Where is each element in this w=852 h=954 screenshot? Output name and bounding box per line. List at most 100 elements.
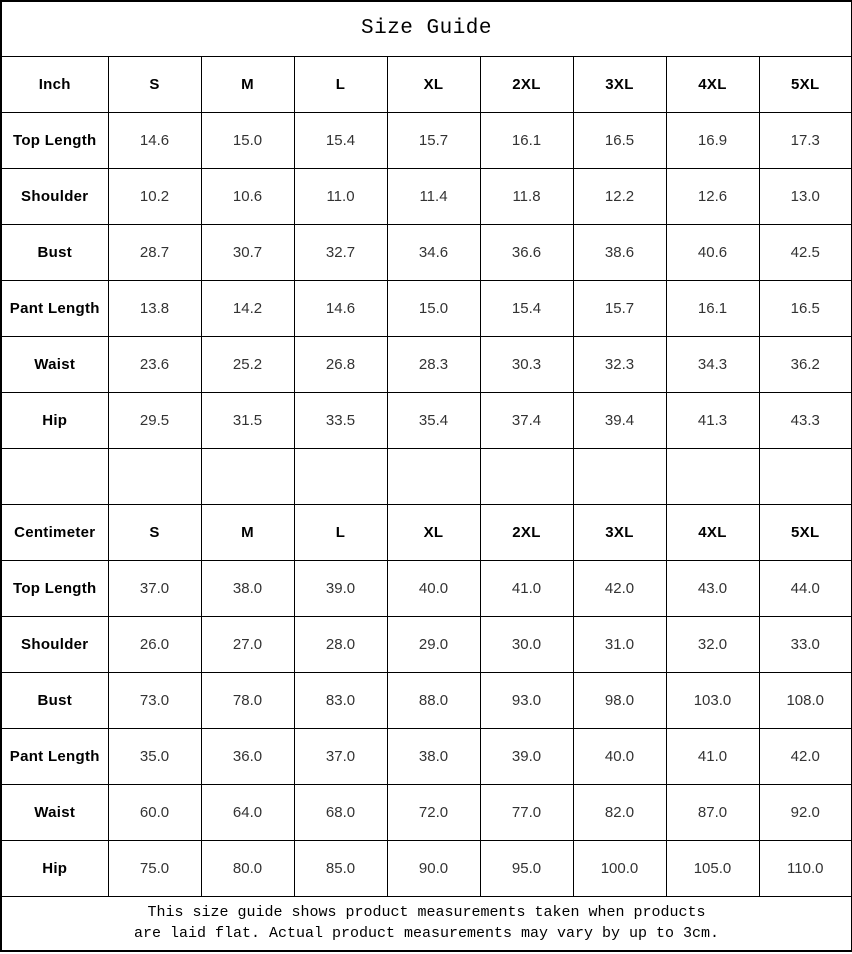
- row-label: Bust: [0, 671, 109, 729]
- measurement-value: 35.4: [386, 391, 481, 449]
- measurement-value: 100.0: [572, 839, 667, 897]
- size-column-header: M: [200, 55, 295, 113]
- measurement-value: 77.0: [479, 783, 574, 841]
- measurement-value: 105.0: [665, 839, 760, 897]
- measurement-value: 36.0: [200, 727, 295, 785]
- measurement-value: 29.0: [386, 615, 481, 673]
- measurement-value: 17.3: [758, 111, 852, 169]
- measurement-value: 36.6: [479, 223, 574, 281]
- measurement-value: 26.8: [293, 335, 388, 393]
- measurement-value: 40.0: [386, 559, 481, 617]
- empty-cell: [0, 447, 109, 505]
- measurement-value: 72.0: [386, 783, 481, 841]
- measurement-value: 85.0: [293, 839, 388, 897]
- measurement-value: 103.0: [665, 671, 760, 729]
- measurement-value: 39.0: [293, 559, 388, 617]
- measurement-value: 80.0: [200, 839, 295, 897]
- measurement-value: 11.0: [293, 167, 388, 225]
- measurement-value: 13.0: [758, 167, 852, 225]
- empty-cell: [758, 447, 852, 505]
- table-row: Inch S M L XL 2XL 3XL 4XL 5XL: [0, 55, 852, 113]
- measurement-value: 15.7: [386, 111, 481, 169]
- measurement-value: 78.0: [200, 671, 295, 729]
- measurement-value: 32.0: [665, 615, 760, 673]
- size-column-header: 4XL: [665, 55, 760, 113]
- row-label: Hip: [0, 839, 109, 897]
- title-row: Size Guide: [0, 0, 852, 57]
- measurement-value: 92.0: [758, 783, 852, 841]
- measurement-value: 38.0: [200, 559, 295, 617]
- measurement-value: 43.3: [758, 391, 852, 449]
- size-column-header: 4XL: [665, 503, 760, 561]
- measurement-value: 28.7: [107, 223, 202, 281]
- measurement-value: 95.0: [479, 839, 574, 897]
- measurement-value: 43.0: [665, 559, 760, 617]
- table-row: Centimeter S M L XL 2XL 3XL 4XL 5XL: [0, 503, 852, 561]
- measurement-value: 31.5: [200, 391, 295, 449]
- measurement-value: 39.4: [572, 391, 667, 449]
- measurement-value: 40.6: [665, 223, 760, 281]
- measurement-value: 16.9: [665, 111, 760, 169]
- table-row: Pant Length 13.8 14.2 14.6 15.0 15.4 15.7 16.1 1…: [0, 279, 852, 337]
- unit-header: Inch: [0, 55, 109, 113]
- size-column-header: XL: [386, 55, 481, 113]
- measurement-value: 60.0: [107, 783, 202, 841]
- measurement-value: 98.0: [572, 671, 667, 729]
- measurement-value: 32.7: [293, 223, 388, 281]
- measurement-value: 38.6: [572, 223, 667, 281]
- row-label: Waist: [0, 783, 109, 841]
- measurement-value: 14.6: [293, 279, 388, 337]
- measurement-value: 33.5: [293, 391, 388, 449]
- table-row: Shoulder 10.2 10.6 11.0 11.4 11.8 12.2 12.6 13.0: [0, 167, 852, 225]
- measurement-value: 40.0: [572, 727, 667, 785]
- measurement-value: 90.0: [386, 839, 481, 897]
- row-label: Pant Length: [0, 279, 109, 337]
- measurement-value: 64.0: [200, 783, 295, 841]
- measurement-value: 28.3: [386, 335, 481, 393]
- table-body: Inch S M L XL 2XL 3XL 4XL 5XL Top Length 14.6 15.0 1…: [0, 55, 852, 897]
- measurement-value: 14.2: [200, 279, 295, 337]
- measurement-value: 16.1: [665, 279, 760, 337]
- empty-cell: [293, 447, 388, 505]
- table-row: Waist 23.6 25.2 26.8 28.3 30.3 32.3 34.3 36.2: [0, 335, 852, 393]
- measurement-value: 42.5: [758, 223, 852, 281]
- measurement-value: 38.0: [386, 727, 481, 785]
- measurement-value: 83.0: [293, 671, 388, 729]
- measurement-value: 12.6: [665, 167, 760, 225]
- measurement-value: 33.0: [758, 615, 852, 673]
- footer-row: This size guide shows product measuremen…: [0, 895, 852, 952]
- size-column-header: 2XL: [479, 503, 574, 561]
- measurement-value: 41.0: [479, 559, 574, 617]
- measurement-value: 37.4: [479, 391, 574, 449]
- measurement-value: 26.0: [107, 615, 202, 673]
- size-column-header: S: [107, 503, 202, 561]
- size-column-header: 5XL: [758, 55, 852, 113]
- measurement-value: 30.7: [200, 223, 295, 281]
- row-label: Hip: [0, 391, 109, 449]
- measurement-value: 34.3: [665, 335, 760, 393]
- row-label: Shoulder: [0, 167, 109, 225]
- empty-cell: [479, 447, 574, 505]
- measurement-value: 25.2: [200, 335, 295, 393]
- measurement-value: 42.0: [572, 559, 667, 617]
- measurement-value: 35.0: [107, 727, 202, 785]
- measurement-value: 68.0: [293, 783, 388, 841]
- size-column-header: 5XL: [758, 503, 852, 561]
- table-row: [0, 447, 852, 505]
- size-column-header: 2XL: [479, 55, 574, 113]
- measurement-value: 88.0: [386, 671, 481, 729]
- size-column-header: L: [293, 503, 388, 561]
- measurement-value: 30.0: [479, 615, 574, 673]
- size-column-header: 3XL: [572, 503, 667, 561]
- measurement-value: 16.5: [758, 279, 852, 337]
- measurement-value: 30.3: [479, 335, 574, 393]
- measurement-value: 13.8: [107, 279, 202, 337]
- measurement-value: 41.0: [665, 727, 760, 785]
- measurement-value: 36.2: [758, 335, 852, 393]
- table-row: Top Length 14.6 15.0 15.4 15.7 16.1 16.5 16.9 17…: [0, 111, 852, 169]
- measurement-value: 15.0: [200, 111, 295, 169]
- measurement-value: 11.8: [479, 167, 574, 225]
- measurement-value: 75.0: [107, 839, 202, 897]
